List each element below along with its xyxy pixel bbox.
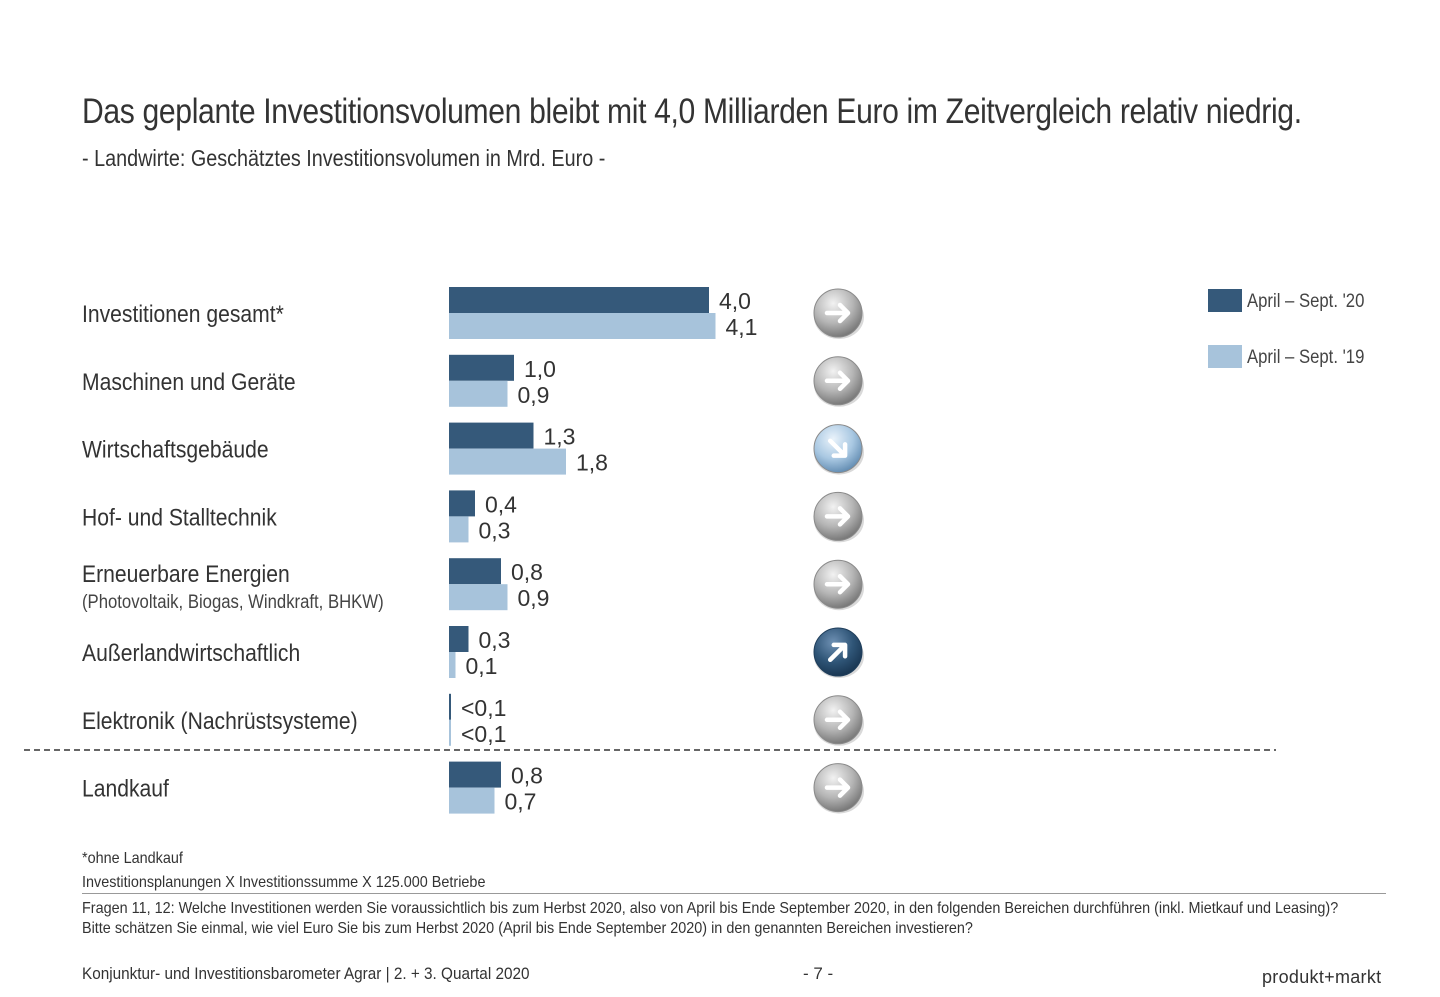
bar-2019 xyxy=(449,584,508,611)
category-sublabel: (Photovoltaik, Biogas, Windkraft, BHKW) xyxy=(82,591,384,612)
value-label: 0,9 xyxy=(518,585,550,611)
question-text: Fragen 11, 12: Welche Investitionen werd… xyxy=(82,900,1339,937)
bar-2020 xyxy=(449,354,514,381)
arrow-glyph xyxy=(824,777,851,798)
arrow-glyph xyxy=(824,506,851,527)
value-label: <0,1 xyxy=(461,721,506,747)
footnote-base: Investitionsplanungen X Investitionssumm… xyxy=(82,874,486,891)
bar-2019 xyxy=(449,787,495,814)
arrow-glyph xyxy=(824,573,851,595)
arrow-glyph xyxy=(824,302,851,324)
bar-2019 xyxy=(449,313,716,339)
arrow-glyph xyxy=(824,709,851,731)
legend-swatch xyxy=(1208,345,1242,368)
value-label: 0,1 xyxy=(466,653,498,679)
value-label: 0,9 xyxy=(518,382,550,408)
value-label: 0,8 xyxy=(511,763,543,789)
legend-label: April – Sept. '19 xyxy=(1247,346,1364,367)
legend: April – Sept. '20 April – Sept. '19 xyxy=(1208,289,1364,368)
bar-2020 xyxy=(449,287,709,313)
page-subtitle: - Landwirte: Geschätztes Investitionsvol… xyxy=(82,145,606,171)
footnote-divider xyxy=(82,893,1386,894)
value-label: 0,3 xyxy=(479,627,511,653)
category-label: Erneuerbare Energien xyxy=(82,561,290,588)
value-label: 0,4 xyxy=(485,491,517,517)
bar-2020 xyxy=(449,490,475,517)
bar-2019 xyxy=(449,380,508,407)
value-label: 4,0 xyxy=(719,288,751,314)
value-label: 0,3 xyxy=(479,517,511,543)
arrow-glyph xyxy=(827,642,848,663)
bar-2019 xyxy=(449,652,456,678)
bar-2020 xyxy=(449,761,501,788)
value-label: 1,8 xyxy=(576,450,608,476)
brand-logo: produkt+markt xyxy=(1262,967,1382,987)
category-label: Elektronik (Nachrüstsysteme) xyxy=(82,708,358,735)
category-label: Landkauf xyxy=(82,775,170,802)
page-number: - 7 - xyxy=(803,964,834,983)
legend-label: April – Sept. '20 xyxy=(1247,290,1364,311)
bar-2020 xyxy=(449,693,451,720)
category-label: Investitionen gesamt* xyxy=(82,301,284,328)
bar-2019 xyxy=(449,448,566,475)
bar-2020 xyxy=(449,626,469,652)
legend-swatch xyxy=(1208,289,1242,312)
category-label: Wirtschaftsgebäude xyxy=(82,436,269,463)
value-label: 0,7 xyxy=(505,789,537,815)
arrow-glyph xyxy=(824,370,851,392)
value-label: 4,1 xyxy=(726,314,758,340)
bar-2020 xyxy=(449,558,501,585)
page-title: Das geplante Investitionsvolumen bleibt … xyxy=(82,92,1302,131)
value-label: <0,1 xyxy=(461,695,506,721)
value-label: 0,8 xyxy=(511,559,543,585)
bar-2019 xyxy=(449,516,469,543)
bar-2020 xyxy=(449,422,534,449)
value-label: 1,3 xyxy=(544,424,576,450)
arrow-glyph xyxy=(827,438,848,458)
category-label: Maschinen und Geräte xyxy=(82,369,296,396)
footnote-ohne-landkauf: *ohne Landkauf xyxy=(82,850,183,867)
category-label: Hof- und Stalltechnik xyxy=(82,504,277,531)
footer-source: Konjunktur- und Investitionsbarometer Ag… xyxy=(82,964,530,983)
value-label: 1,0 xyxy=(524,356,556,382)
bar-2019 xyxy=(449,719,451,746)
category-label: Außerlandwirtschaftlich xyxy=(82,640,300,667)
